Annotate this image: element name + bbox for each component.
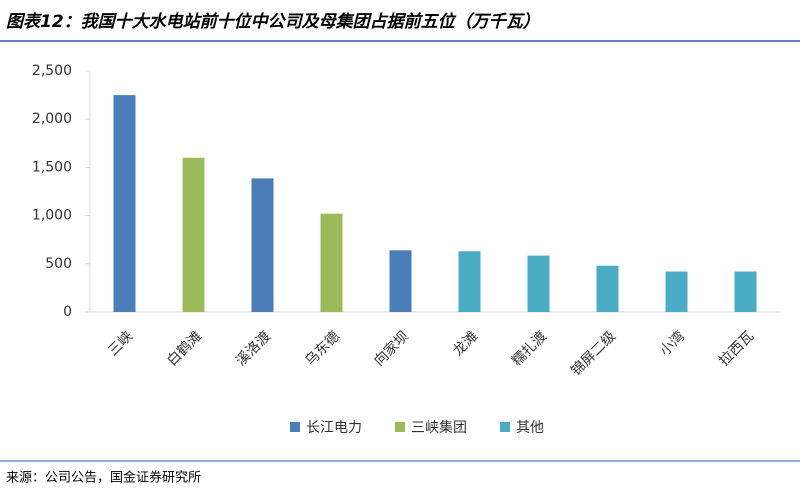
x-tick-label: 小湾 [656,328,688,360]
x-tick-label: 乌东德 [302,328,343,369]
x-tick-label: 锦屏二级 [568,328,620,380]
x-tick-label: 三峡 [105,328,136,359]
bar [182,157,205,312]
y-tick-label: 1,500 [32,159,72,175]
x-tick-label: 向家坝 [370,328,412,370]
x-tick-label: 龙滩 [450,328,481,359]
y-tick-label: 2,500 [32,63,72,79]
y-tick-label: 500 [45,256,72,272]
bar [527,255,550,312]
bar [320,213,343,312]
legend-swatch [290,422,300,432]
chart-title: 图表12：我国十大水电站前十位中公司及母集团占据前五位（万千瓦） [6,12,540,32]
bar [458,251,481,312]
bar [734,271,757,312]
bar [251,178,274,312]
source-note: 来源：公司公告，国金证券研究所 [6,470,201,486]
x-tick-label: 白鹤滩 [164,328,205,369]
x-tick-label: 糯扎渡 [509,328,550,369]
bar [389,250,412,312]
x-tick-label: 溪洛渡 [233,328,274,369]
legend-label: 其他 [516,420,544,436]
bar [665,271,688,312]
legend-label: 长江电力 [306,420,362,436]
legend-label: 三峡集团 [411,419,467,436]
y-tick-label: 0 [63,304,72,320]
y-tick-label: 1,000 [32,208,72,224]
y-tick-label: 2,000 [32,111,72,127]
legend-swatch [395,422,405,432]
bar [596,265,619,312]
x-tick-label: 拉西瓦 [716,328,757,369]
legend-swatch [500,422,510,432]
bar [113,95,136,312]
